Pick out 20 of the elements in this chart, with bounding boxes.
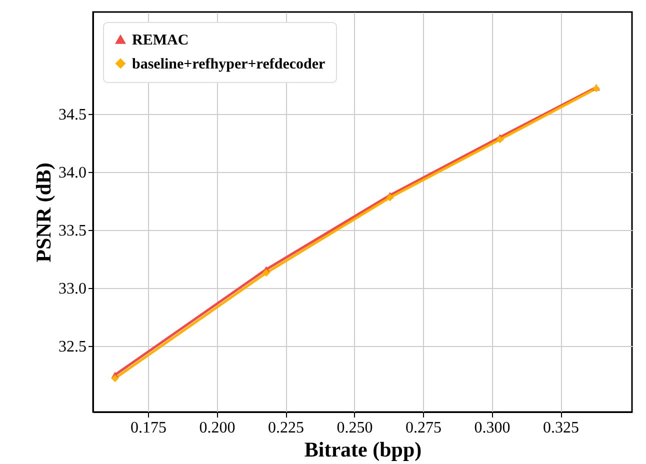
y-tick-label: 32.5 (58, 338, 86, 356)
y-tick-label: 34.5 (58, 106, 86, 124)
point (262, 269, 270, 277)
point (496, 136, 504, 144)
legend-label: REMAC (132, 32, 189, 48)
point (386, 194, 394, 202)
x-tick-label: 0.200 (199, 420, 236, 436)
y-tick-label: 34.0 (58, 164, 86, 182)
x-tick-label: 0.175 (130, 420, 166, 436)
x-tick-label: 0.275 (406, 420, 442, 436)
y-tick-label: 33.0 (58, 280, 86, 298)
y-axis-title: PSNR (dB) (32, 162, 56, 262)
x-tick-label: 0.325 (543, 420, 579, 436)
x-tick-label: 0.250 (336, 420, 373, 436)
y-tick-label: 33.5 (58, 222, 86, 240)
x-axis-title: Bitrate (bpp) (304, 438, 422, 462)
x-tick-label: 0.300 (474, 420, 510, 436)
legend-label: baseline+refhyper+refdecoder (132, 56, 326, 72)
point (111, 374, 119, 382)
x-tick-label: 0.225 (268, 420, 304, 436)
